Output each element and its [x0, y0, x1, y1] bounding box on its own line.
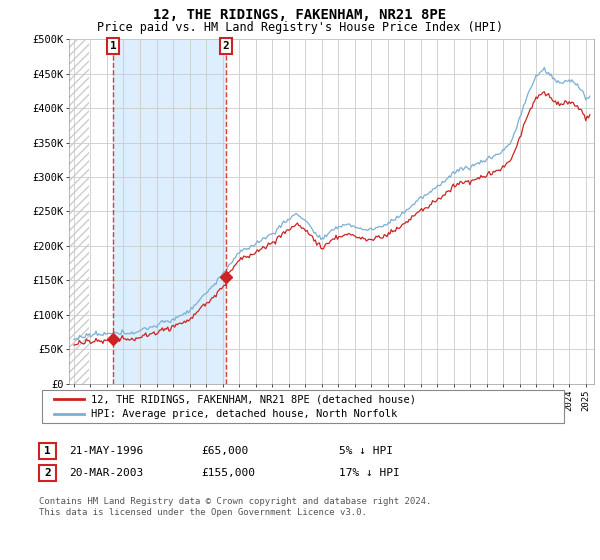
Text: 1: 1 [110, 41, 116, 51]
Text: 17% ↓ HPI: 17% ↓ HPI [339, 468, 400, 478]
Text: 20-MAR-2003: 20-MAR-2003 [69, 468, 143, 478]
Text: 12, THE RIDINGS, FAKENHAM, NR21 8PE (detached house): 12, THE RIDINGS, FAKENHAM, NR21 8PE (det… [91, 394, 416, 404]
Text: £65,000: £65,000 [201, 446, 248, 456]
Text: 2: 2 [223, 41, 229, 51]
Text: 5% ↓ HPI: 5% ↓ HPI [339, 446, 393, 456]
Text: 1: 1 [44, 446, 51, 456]
Text: £155,000: £155,000 [201, 468, 255, 478]
Text: Contains HM Land Registry data © Crown copyright and database right 2024.
This d: Contains HM Land Registry data © Crown c… [39, 497, 431, 517]
Bar [113, 39, 226, 384]
Text: 2: 2 [44, 468, 51, 478]
Text: 12, THE RIDINGS, FAKENHAM, NR21 8PE: 12, THE RIDINGS, FAKENHAM, NR21 8PE [154, 8, 446, 22]
Text: Price paid vs. HM Land Registry's House Price Index (HPI): Price paid vs. HM Land Registry's House … [97, 21, 503, 34]
Text: 21-MAY-1996: 21-MAY-1996 [69, 446, 143, 456]
Text: HPI: Average price, detached house, North Norfolk: HPI: Average price, detached house, Nort… [91, 409, 397, 419]
